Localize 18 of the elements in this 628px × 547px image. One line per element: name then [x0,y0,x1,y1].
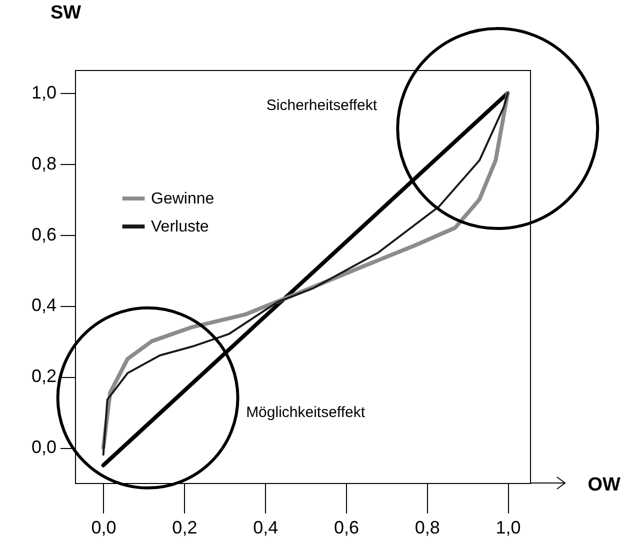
x-tick-label: 0,6 [334,518,359,538]
y-tick-label: 1,0 [31,82,56,103]
annotation: Sicherheitseffekt [266,97,378,114]
y-tick-label: 0,0 [31,437,56,458]
y-tick-label: 0,8 [31,153,56,174]
legend-label: Verluste [151,218,209,236]
y-tick-label: 0,6 [31,224,56,244]
x-tick-label: 1,0 [496,518,521,538]
x-axis-title: OW [588,474,621,496]
x-tick-label: 0,2 [172,518,198,538]
x-tick-label: 0,8 [414,518,440,538]
y-axis-title: SW [50,2,82,24]
y-tick-label: 0,2 [31,366,56,386]
annotation: Möglichkeitseffekt [246,404,366,422]
x-tick-label: 0,4 [253,518,278,538]
y-tick-label: 0,4 [31,295,56,316]
legend-label: Gewinne [151,190,214,208]
x-tick-label: 0,0 [91,518,116,538]
